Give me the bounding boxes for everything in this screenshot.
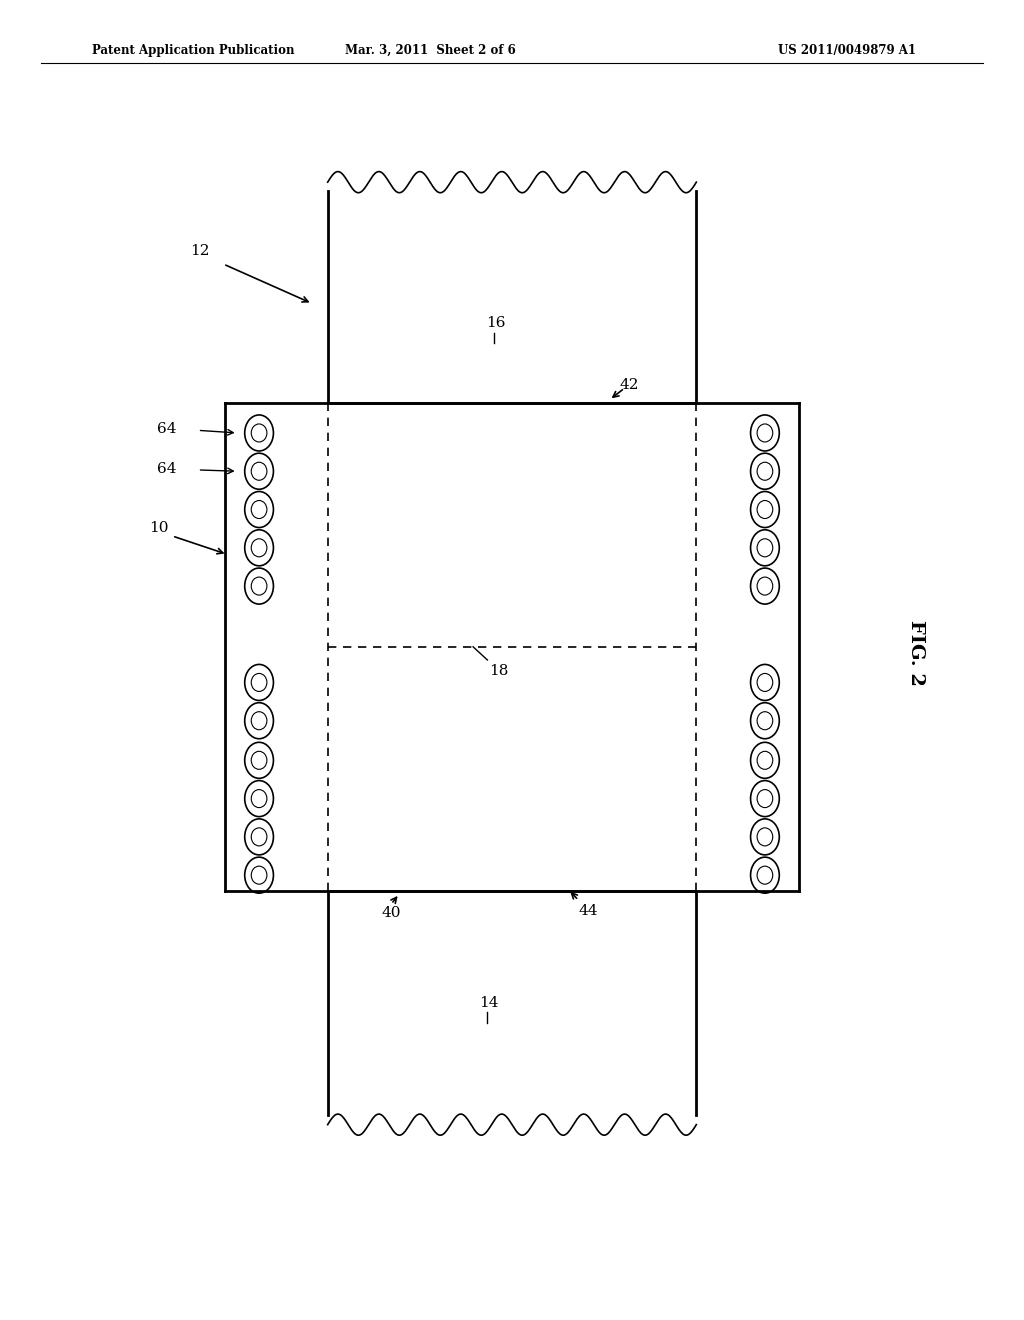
- Text: 64: 64: [157, 462, 176, 475]
- Text: 16: 16: [486, 315, 506, 330]
- Text: 64: 64: [157, 422, 176, 436]
- Text: 42: 42: [620, 379, 639, 392]
- Text: 40: 40: [381, 907, 401, 920]
- Text: 14: 14: [479, 995, 499, 1010]
- Text: FIG. 2: FIG. 2: [907, 620, 926, 686]
- Text: Mar. 3, 2011  Sheet 2 of 6: Mar. 3, 2011 Sheet 2 of 6: [345, 44, 515, 57]
- Text: 10: 10: [148, 521, 169, 535]
- Text: 18: 18: [489, 664, 509, 678]
- Text: US 2011/0049879 A1: US 2011/0049879 A1: [778, 44, 916, 57]
- Text: Patent Application Publication: Patent Application Publication: [92, 44, 295, 57]
- Text: 12: 12: [189, 244, 210, 257]
- Text: 44: 44: [579, 904, 598, 917]
